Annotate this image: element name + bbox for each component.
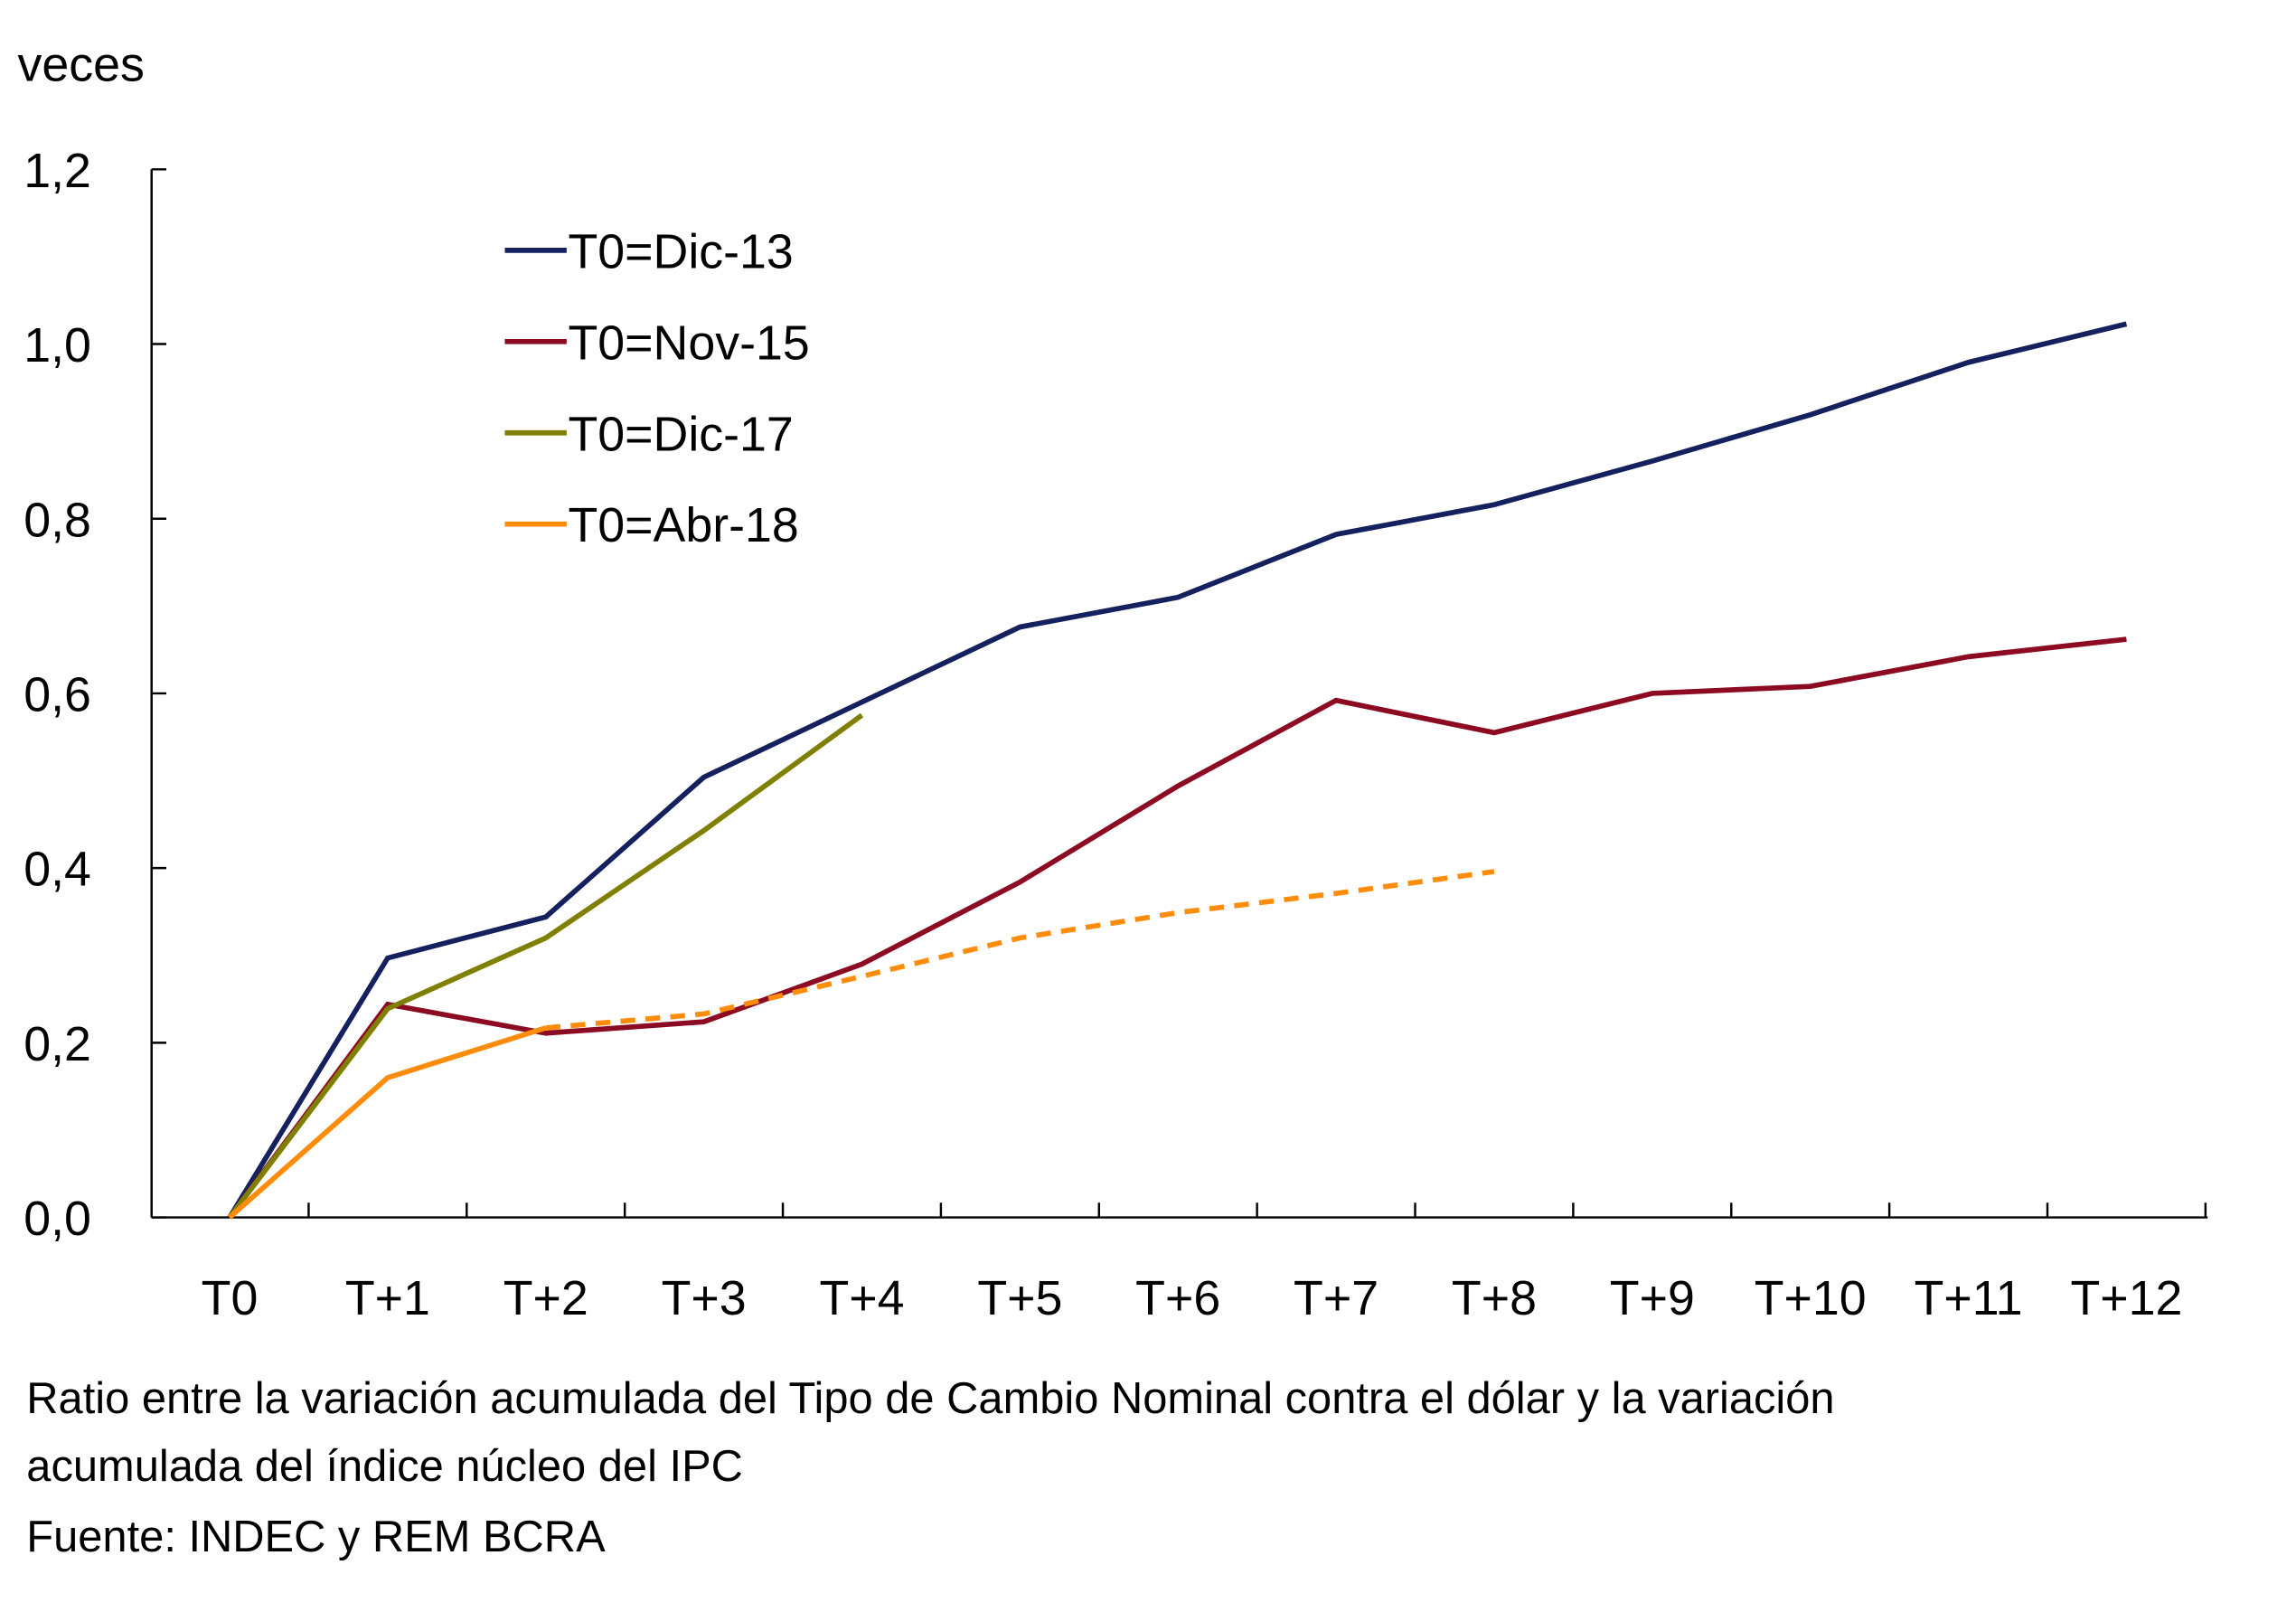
source-note: Fuente: INDEC y REM BCRA <box>26 1513 606 1561</box>
x-tick-label: T+5 <box>977 1271 1062 1325</box>
y-tick-label: 0,4 <box>24 843 91 897</box>
x-tick-label: T+1 <box>345 1271 430 1325</box>
x-tick-label: T+2 <box>503 1271 588 1325</box>
y-tick-label: 0,2 <box>24 1017 91 1071</box>
series-line-3 <box>228 1025 547 1220</box>
y-tick-label: 0,6 <box>24 667 91 721</box>
note-line-2: acumulada del índice núcleo del IPC <box>26 1442 743 1491</box>
legend: T0=Dic-13 T0=Nov-15 T0=Dic-17 T0=Abr-18 <box>504 224 810 552</box>
note-line-1: Ratio entre la variación acumulada del T… <box>26 1374 1834 1423</box>
series-line-0 <box>227 321 2128 1220</box>
legend-label: T0=Dic-13 <box>568 224 793 278</box>
x-tick-label: T0 <box>202 1271 259 1325</box>
x-tick-label: T+12 <box>2070 1271 2182 1325</box>
y-tick-label: 0,0 <box>24 1192 91 1246</box>
y-axis-label: veces <box>18 38 145 92</box>
x-tick-label: T+8 <box>1452 1271 1537 1325</box>
series-line-2 <box>227 712 864 1220</box>
x-tick-label: T+3 <box>662 1271 747 1325</box>
series-line-projection-3 <box>545 869 1495 1031</box>
y-tick-label: 0,8 <box>24 493 91 547</box>
x-tick-label: T+4 <box>819 1271 904 1325</box>
legend-label: T0=Abr-18 <box>568 498 798 552</box>
x-tick-label: T+7 <box>1294 1271 1379 1325</box>
y-tick-label: 1,0 <box>24 318 91 372</box>
x-tick-label: T+10 <box>1755 1271 1867 1325</box>
series-group <box>227 321 2128 1220</box>
y-tick-label: 1,2 <box>24 144 91 198</box>
series-line-1 <box>227 636 2127 1220</box>
legend-label: T0=Dic-17 <box>568 407 793 461</box>
x-tick-label: T+11 <box>1915 1271 2023 1325</box>
axes: 0,0 0,2 0,4 0,6 0,8 1,0 1,2 T0 T+1 T+2 T+3 T+4 T+5 T+… <box>24 144 2208 1325</box>
x-tick-label: T+9 <box>1610 1271 1695 1325</box>
legend-label: T0=Nov-15 <box>568 316 809 370</box>
x-tick-label: T+6 <box>1135 1271 1220 1325</box>
